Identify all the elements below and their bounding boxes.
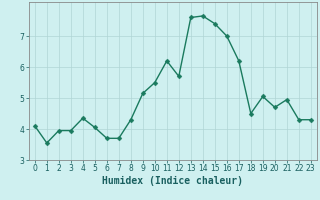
X-axis label: Humidex (Indice chaleur): Humidex (Indice chaleur)	[102, 176, 243, 186]
